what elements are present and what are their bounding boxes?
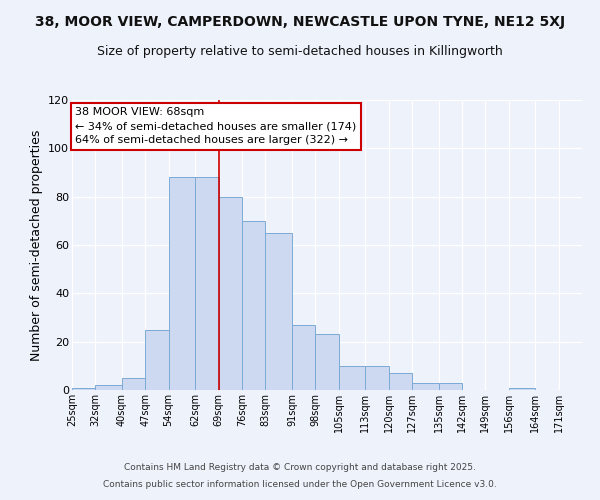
Text: Contains public sector information licensed under the Open Government Licence v3: Contains public sector information licen…	[103, 480, 497, 489]
Bar	[292, 325, 316, 390]
Bar	[218, 196, 242, 390]
Bar	[72, 388, 95, 390]
Bar	[439, 383, 462, 390]
Bar	[316, 334, 338, 390]
Bar	[95, 385, 122, 390]
Bar	[196, 178, 218, 390]
Bar	[338, 366, 365, 390]
Bar	[389, 373, 412, 390]
Bar	[509, 388, 535, 390]
Bar	[412, 383, 439, 390]
Bar	[265, 233, 292, 390]
Text: 38, MOOR VIEW, CAMPERDOWN, NEWCASTLE UPON TYNE, NE12 5XJ: 38, MOOR VIEW, CAMPERDOWN, NEWCASTLE UPO…	[35, 15, 565, 29]
Bar	[242, 221, 265, 390]
Text: Size of property relative to semi-detached houses in Killingworth: Size of property relative to semi-detach…	[97, 45, 503, 58]
Bar	[122, 378, 145, 390]
Y-axis label: Number of semi-detached properties: Number of semi-detached properties	[29, 130, 43, 360]
Bar	[365, 366, 389, 390]
Text: Contains HM Land Registry data © Crown copyright and database right 2025.: Contains HM Land Registry data © Crown c…	[124, 464, 476, 472]
Bar	[145, 330, 169, 390]
Text: 38 MOOR VIEW: 68sqm
← 34% of semi-detached houses are smaller (174)
64% of semi-: 38 MOOR VIEW: 68sqm ← 34% of semi-detach…	[76, 108, 356, 146]
Bar	[169, 178, 196, 390]
